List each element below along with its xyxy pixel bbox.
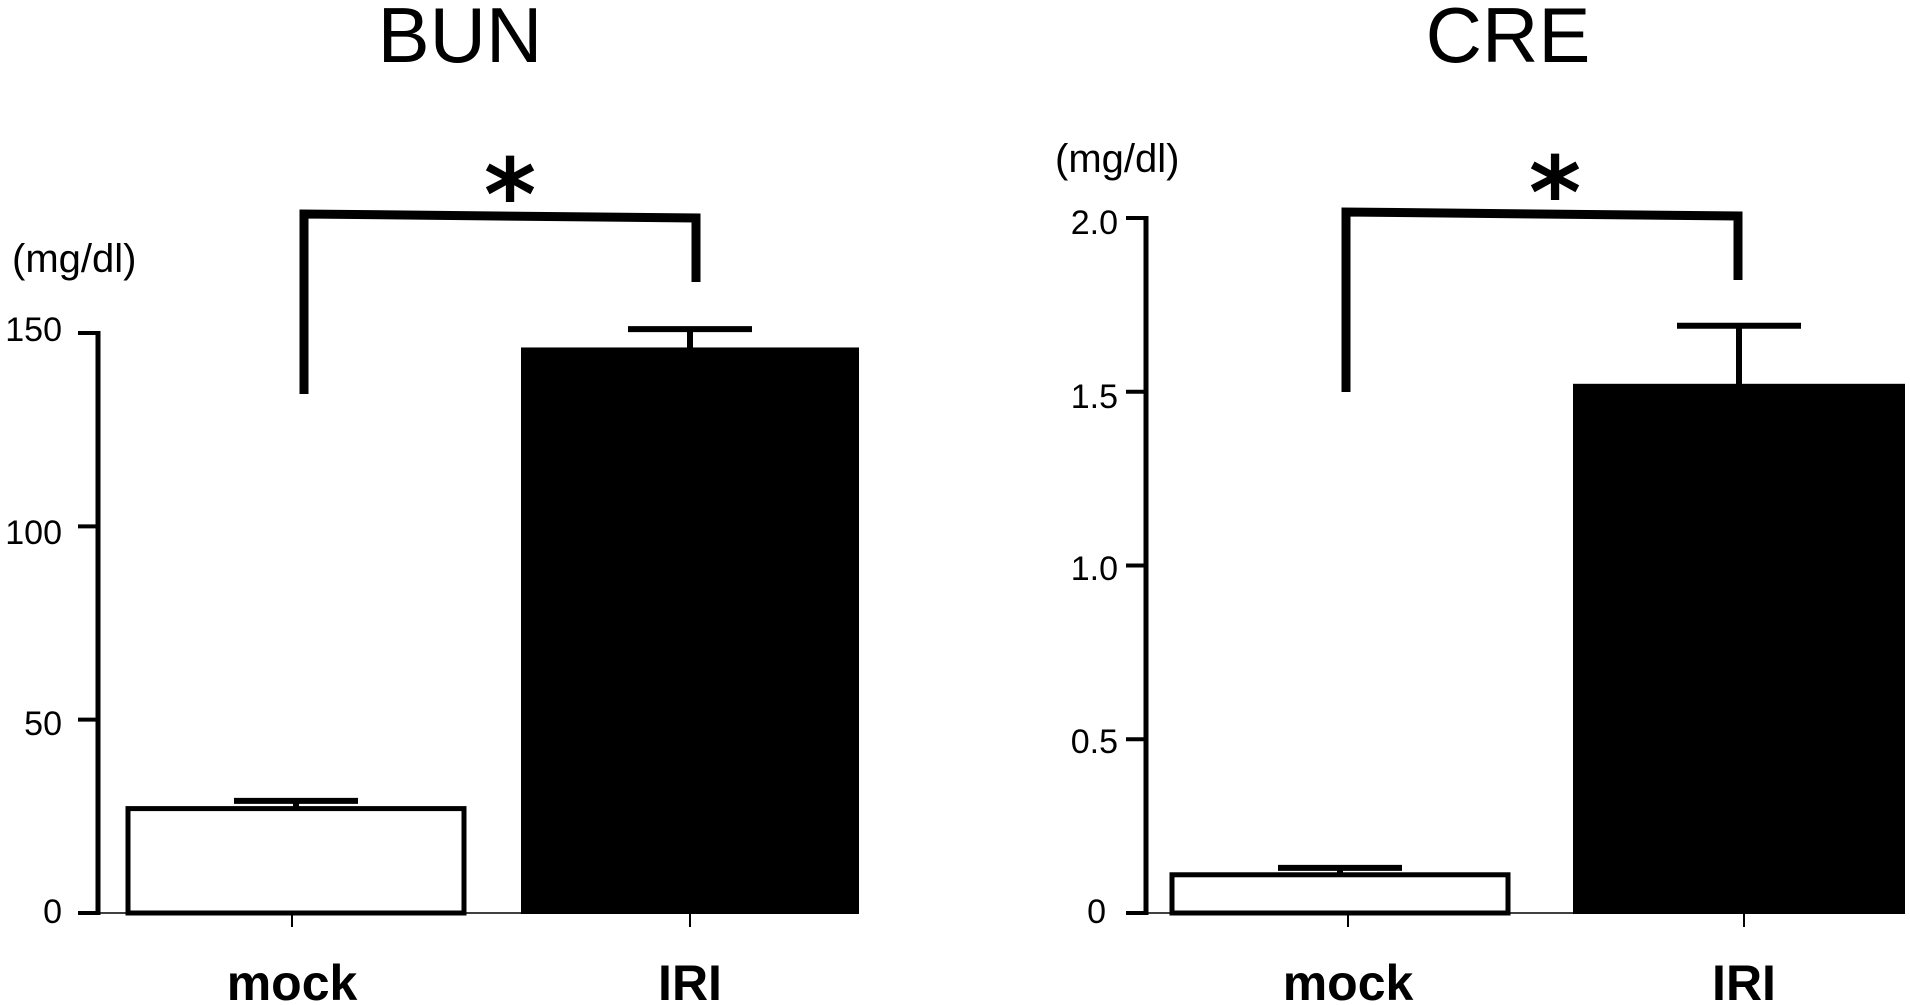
bun-bars: [125, 326, 859, 916]
cre-x-label-iri: IRI: [1712, 955, 1776, 1005]
bun-y-tick-label: 0: [43, 893, 62, 931]
cre-y-tick-label: 2.0: [1071, 204, 1118, 242]
cre-x-ticks: [1347, 913, 1745, 927]
bun-panel: BUN (mg/dl) 0 50 100 150 mock IRI *: [5, 0, 859, 1005]
bun-x-label-iri: IRI: [658, 955, 722, 1005]
cre-panel: CRE (mg/dl) 0 0.5 1.0 1.5 2.0 mock IRI *: [1055, 0, 1905, 1005]
bun-y-tick-labels: 0 50 100 150: [5, 311, 62, 931]
bun-y-tick-label: 150: [5, 311, 62, 349]
cre-x-label-mock: mock: [1283, 955, 1414, 1005]
cre-y-tick-labels: 0 0.5 1.0 1.5 2.0: [1071, 204, 1118, 931]
bun-significance-bracket: [299, 209, 701, 394]
bun-y-tick-label: 100: [5, 514, 62, 552]
cre-y-tick-label: 1.5: [1071, 378, 1118, 416]
cre-significance-bracket: [1341, 207, 1743, 392]
cre-bar-mock: [1169, 872, 1511, 916]
cre-y-tick-label: 0.5: [1071, 723, 1118, 761]
bun-bar-mock: [125, 806, 467, 916]
bun-y-tick-label: 50: [24, 705, 62, 743]
bun-significance-asterisk: *: [484, 137, 536, 254]
bun-x-ticks: [291, 913, 691, 927]
bun-x-label-mock: mock: [227, 955, 358, 1005]
bun-unit-label: (mg/dl): [12, 237, 136, 281]
cre-title: CRE: [1426, 0, 1591, 79]
cre-y-tick-label: 1.0: [1071, 550, 1118, 588]
cre-bar-iri: [1573, 383, 1905, 914]
cre-bars: [1169, 322, 1905, 916]
cre-unit-label: (mg/dl): [1055, 137, 1179, 181]
cre-significance-asterisk: *: [1529, 135, 1581, 252]
bun-title: BUN: [378, 0, 543, 79]
cre-y-tick-label: 0: [1087, 893, 1106, 931]
bun-bar-iri: [521, 347, 859, 914]
